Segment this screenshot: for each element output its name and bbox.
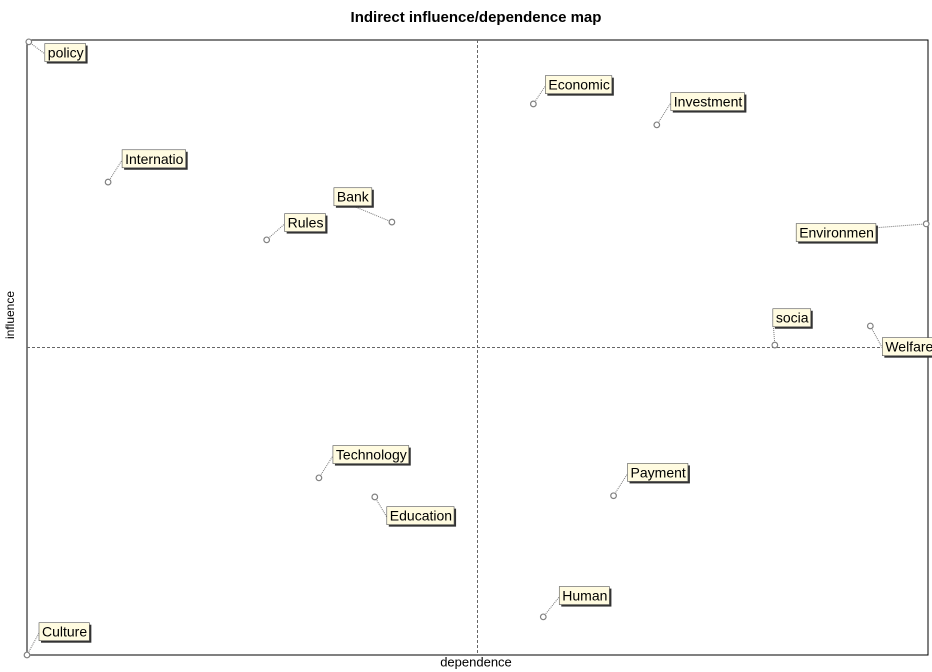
leader-line xyxy=(27,633,39,655)
point-label-group: Economic xyxy=(533,76,613,104)
point-label: Rules xyxy=(288,215,324,231)
point-label: Education xyxy=(390,508,452,524)
point xyxy=(24,652,30,658)
leader-line xyxy=(319,456,333,478)
point-label: Environmen xyxy=(799,225,874,241)
point xyxy=(654,122,660,128)
point xyxy=(772,342,778,348)
point xyxy=(540,614,546,620)
x-axis-label: dependence xyxy=(440,654,512,669)
point xyxy=(264,237,270,243)
leader-line xyxy=(870,326,882,348)
point xyxy=(923,221,929,227)
leader-line xyxy=(267,224,285,240)
point xyxy=(372,494,378,500)
point-label: Technology xyxy=(336,447,407,463)
point-label: Internatio xyxy=(125,151,184,167)
point-label: Payment xyxy=(631,464,686,480)
point-label-group: Internatio xyxy=(108,150,188,182)
point-label: Investment xyxy=(674,94,743,110)
point-label: socia xyxy=(776,310,809,326)
point-label-group: Bank xyxy=(334,188,392,222)
leader-line xyxy=(543,597,559,617)
point-label: policy xyxy=(48,45,84,61)
leader-line xyxy=(657,103,671,125)
point-label: Economic xyxy=(548,77,609,93)
point xyxy=(316,475,322,481)
point-label: Welfare xyxy=(885,339,932,355)
point xyxy=(868,323,874,329)
point-label-group: Rules xyxy=(267,214,328,240)
point-label-group: Payment xyxy=(614,463,690,495)
leader-line xyxy=(108,160,122,182)
leader-line xyxy=(614,474,628,496)
point-label-group: Education xyxy=(375,497,456,527)
leader-line xyxy=(375,497,387,517)
point xyxy=(389,219,395,225)
chart: Indirect influence/dependence map depend… xyxy=(0,0,932,672)
point-label: Bank xyxy=(337,189,370,205)
point-label-group: Welfare xyxy=(870,326,932,358)
point-label-group: Environmen xyxy=(796,224,926,244)
point-label-group: Culture xyxy=(27,623,91,655)
point-label-group: policy xyxy=(29,42,88,64)
point-label-group: Human xyxy=(543,587,611,617)
y-axis-label: influence xyxy=(3,291,17,339)
point xyxy=(26,39,32,45)
point-label: Culture xyxy=(42,624,87,640)
point xyxy=(611,493,617,499)
point xyxy=(531,101,537,107)
point-label: Human xyxy=(562,588,607,604)
point xyxy=(105,179,111,185)
point-label-group: Investment xyxy=(657,93,747,125)
chart-title: Indirect influence/dependence map xyxy=(351,9,602,26)
point-label-group: Technology xyxy=(319,446,411,478)
point-label-group: socia xyxy=(773,309,813,345)
